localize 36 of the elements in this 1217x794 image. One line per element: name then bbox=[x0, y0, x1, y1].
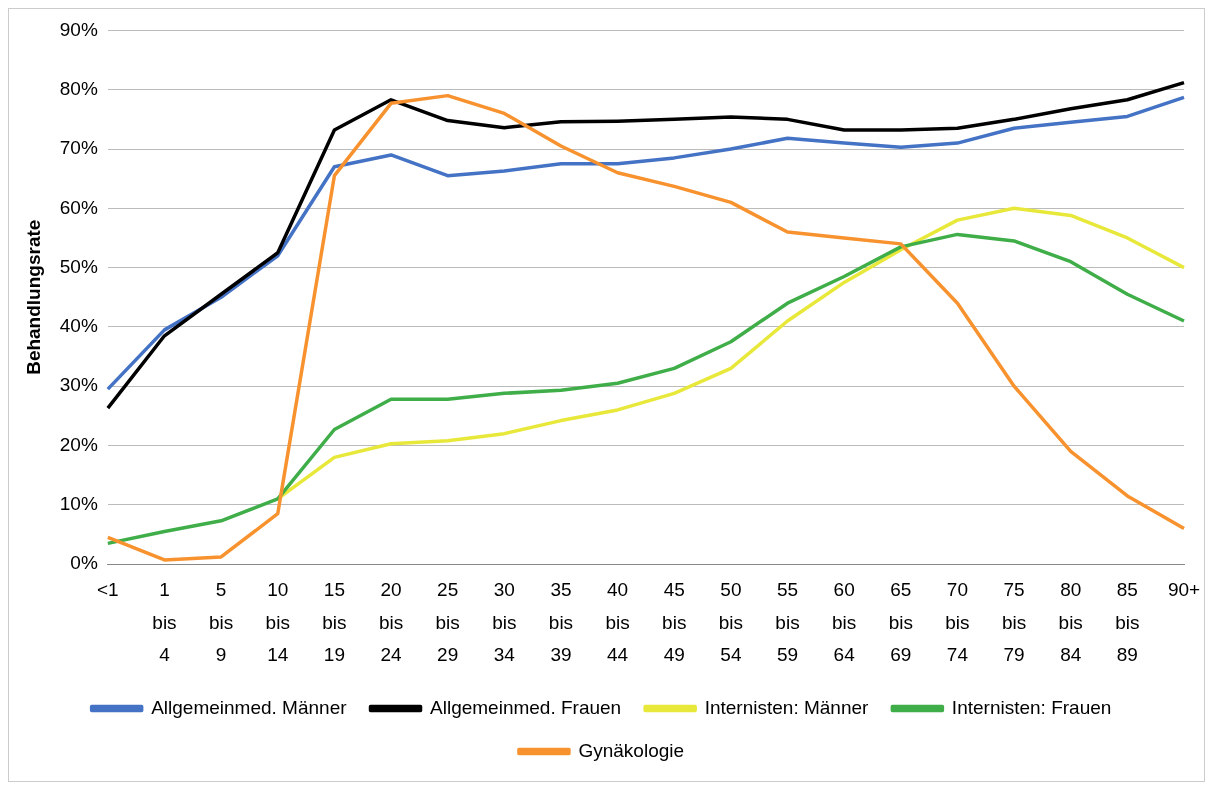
x-tick-label: 20 bis 24 bbox=[378, 579, 404, 666]
x-tick-label: 35 bis 39 bbox=[548, 579, 574, 666]
y-axis-title: Behandlungsrate bbox=[22, 219, 44, 375]
y-tick-label: 80% bbox=[59, 77, 98, 99]
x-tick-label: 10 bis 14 bbox=[265, 579, 290, 666]
x-tick-label: 90+ bbox=[1167, 579, 1201, 601]
x-tick-label: <1 bbox=[96, 579, 119, 601]
y-tick-label: 20% bbox=[59, 433, 98, 455]
x-tick-label: 40 bis 44 bbox=[605, 579, 630, 666]
x-tick-label: 45 bis 49 bbox=[662, 579, 687, 666]
legend-label: Gynäkologie bbox=[578, 739, 685, 761]
y-tick-label: 30% bbox=[59, 374, 98, 396]
x-tick-label: 60 bis 64 bbox=[832, 579, 857, 666]
x-tick-label: 70 bis 74 bbox=[945, 579, 970, 666]
x-tick-label: 30 bis 34 bbox=[492, 579, 517, 666]
x-tick-label: 25 bis 29 bbox=[435, 579, 460, 666]
y-tick-label: 40% bbox=[59, 315, 98, 337]
legend-label: Internisten: Männer bbox=[704, 696, 870, 718]
y-tick-label: 0% bbox=[70, 552, 98, 574]
x-tick-label: 80 bis 84 bbox=[1058, 579, 1083, 666]
x-tick-label: 50 bis 54 bbox=[718, 579, 744, 666]
x-tick-label: 85 bis 89 bbox=[1115, 579, 1140, 666]
y-tick-label: 70% bbox=[59, 137, 98, 159]
x-tick-label: 75 bis 79 bbox=[1001, 579, 1027, 666]
legend-label: Allgemeinmed. Frauen bbox=[430, 696, 622, 718]
y-tick-label: 60% bbox=[59, 196, 98, 218]
legend-label: Internisten: Frauen bbox=[951, 696, 1112, 718]
x-tick-label: 55 bis 59 bbox=[775, 579, 800, 666]
legend-label: Allgemeinmed. Männer bbox=[151, 696, 348, 718]
x-tick-label: 5 bis 9 bbox=[208, 579, 234, 666]
x-tick-label: 15 bis 19 bbox=[322, 579, 347, 666]
x-tick-label: 1 bis 4 bbox=[152, 579, 177, 666]
y-tick-label: 50% bbox=[59, 255, 98, 277]
y-tick-label: 90% bbox=[59, 18, 98, 40]
y-tick-label: 10% bbox=[59, 493, 98, 515]
x-tick-label: 65 bis 69 bbox=[888, 579, 913, 666]
